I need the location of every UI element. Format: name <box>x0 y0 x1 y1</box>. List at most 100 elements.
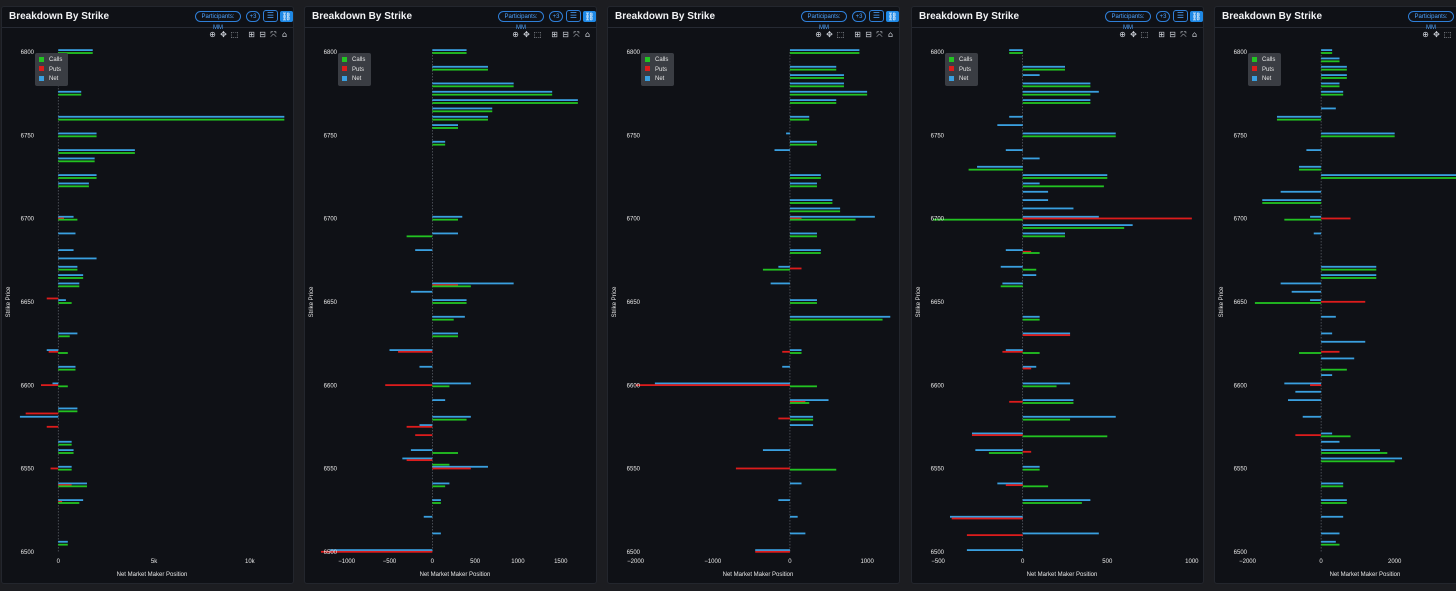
bar-puts-6610[interactable] <box>1022 367 1032 370</box>
bar-calls-6740[interactable] <box>58 152 135 154</box>
bar-calls-6670[interactable] <box>58 268 78 271</box>
bar-net-6720[interactable] <box>58 182 89 185</box>
bar-calls-6680[interactable] <box>1022 252 1040 254</box>
bar-puts-6700[interactable] <box>1321 217 1351 220</box>
bar-puts-6700[interactable] <box>789 217 802 220</box>
bar-net-6560[interactable] <box>410 449 433 451</box>
bar-net-6725[interactable] <box>58 174 97 176</box>
bar-puts-6550[interactable] <box>432 467 471 470</box>
bar-calls-6620[interactable] <box>1022 352 1040 354</box>
bar-net-6655[interactable] <box>1291 290 1322 293</box>
bar-calls-6710[interactable] <box>789 202 833 204</box>
participants-filter-button[interactable]: Participants: MM <box>1105 11 1151 31</box>
bar-net-6640[interactable] <box>1022 315 1040 318</box>
bar-net-6800[interactable] <box>432 49 467 51</box>
bar-puts-6620[interactable] <box>1321 350 1340 353</box>
bar-calls-6700[interactable] <box>789 218 856 221</box>
bar-calls-6760[interactable] <box>1276 118 1322 121</box>
bar-net-6760[interactable] <box>1009 115 1023 118</box>
bar-calls-6640[interactable] <box>432 318 454 321</box>
pan-icon[interactable]: ✥ <box>1130 30 1137 39</box>
bar-net-6520[interactable] <box>949 515 1023 518</box>
bar-puts-6570[interactable] <box>415 434 433 437</box>
bar-calls-6725[interactable] <box>1321 177 1456 179</box>
bar-net-6560[interactable] <box>762 449 790 451</box>
bar-net-6580[interactable] <box>1302 415 1322 418</box>
bar-net-6500[interactable] <box>755 549 790 551</box>
bar-net-6780[interactable] <box>1321 82 1340 85</box>
zoom-out-square-icon[interactable]: ⊟ <box>865 30 872 39</box>
bar-calls-6560[interactable] <box>988 452 1023 454</box>
bar-net-6690[interactable] <box>789 232 817 235</box>
bar-calls-6580[interactable] <box>1022 418 1071 421</box>
zoom-in-square-icon[interactable]: ⊞ <box>551 30 558 39</box>
participants-filter-button[interactable]: Participants: MM <box>195 11 241 31</box>
bar-net-6610[interactable] <box>58 365 76 368</box>
bar-net-6620[interactable] <box>789 349 802 351</box>
bar-net-6785[interactable] <box>1022 74 1040 76</box>
zoom-in-icon[interactable]: ⊕ <box>209 30 216 39</box>
home-icon[interactable]: ⌂ <box>584 30 591 39</box>
bar-net-6740[interactable] <box>1306 149 1322 151</box>
pan-icon[interactable]: ✥ <box>220 30 227 39</box>
bar-net-6680[interactable] <box>1005 249 1023 251</box>
legend-item-calls[interactable]: Calls <box>645 56 668 64</box>
bar-net-6595[interactable] <box>1295 390 1322 393</box>
bar-net-6725[interactable] <box>1022 174 1108 176</box>
list-icon[interactable]: ☰ <box>566 10 581 22</box>
bar-net-6605[interactable] <box>1321 374 1333 376</box>
bar-calls-6800[interactable] <box>58 52 93 54</box>
bar-calls-6530[interactable] <box>1022 502 1082 504</box>
bar-net-6580[interactable] <box>432 415 471 418</box>
participants-filter-button[interactable]: Participants: MM <box>498 11 544 31</box>
bar-calls-6660[interactable] <box>432 285 471 288</box>
bar-net-6720[interactable] <box>1022 182 1040 185</box>
zoom-in-square-icon[interactable]: ⊞ <box>248 30 255 39</box>
home-icon[interactable]: ⌂ <box>1191 30 1198 39</box>
bar-net-6800[interactable] <box>789 49 860 51</box>
bar-net-6560[interactable] <box>975 449 1023 451</box>
bar-calls-6585[interactable] <box>58 410 78 413</box>
bar-net-6640[interactable] <box>1321 315 1336 318</box>
bar-calls-6730[interactable] <box>968 168 1023 171</box>
bar-net-6795[interactable] <box>1321 57 1340 60</box>
bar-net-6670[interactable] <box>1321 265 1377 268</box>
bar-net-6710[interactable] <box>1262 199 1322 201</box>
bar-calls-6555[interactable] <box>1321 460 1395 463</box>
bar-puts-6670[interactable] <box>789 267 802 270</box>
bar-net-6780[interactable] <box>432 82 514 85</box>
bar-net-6650[interactable] <box>789 299 817 301</box>
bar-net-6530[interactable] <box>1022 499 1091 501</box>
bar-net-6600[interactable] <box>1022 382 1071 385</box>
link-icon[interactable]: ⛓ <box>1190 11 1203 22</box>
bar-net-6660[interactable] <box>432 282 514 285</box>
bar-net-6640[interactable] <box>789 315 891 318</box>
bar-calls-6650[interactable] <box>58 302 72 304</box>
bar-calls-6560[interactable] <box>432 452 458 454</box>
bar-calls-6750[interactable] <box>58 135 97 138</box>
zoom-out-square-icon[interactable]: ⊟ <box>1169 30 1176 39</box>
autoscale-icon[interactable]: ⤧ <box>876 30 883 39</box>
bar-net-6550[interactable] <box>432 465 488 468</box>
bar-net-6585[interactable] <box>58 407 78 410</box>
bar-net-6510[interactable] <box>1022 532 1099 535</box>
bar-calls-6695[interactable] <box>1022 227 1125 229</box>
bar-net-6610[interactable] <box>1022 365 1037 368</box>
bar-puts-6600[interactable] <box>635 384 790 387</box>
bar-puts-6575[interactable] <box>46 425 59 428</box>
bar-net-6785[interactable] <box>789 74 844 76</box>
bar-calls-6800[interactable] <box>1321 52 1333 54</box>
bar-calls-6800[interactable] <box>1009 52 1023 54</box>
bar-net-6675[interactable] <box>58 257 97 260</box>
bar-net-6775[interactable] <box>1321 90 1344 93</box>
zoom-out-square-icon[interactable]: ⊟ <box>562 30 569 39</box>
bar-calls-6600[interactable] <box>789 385 817 388</box>
bar-net-6715[interactable] <box>1022 190 1049 193</box>
bar-net-6760[interactable] <box>1276 115 1322 118</box>
bar-calls-6780[interactable] <box>432 85 514 88</box>
bar-net-6500[interactable] <box>329 549 433 551</box>
bar-calls-6505[interactable] <box>58 543 68 546</box>
bar-calls-6790[interactable] <box>432 68 488 71</box>
bar-net-6720[interactable] <box>789 182 817 185</box>
link-icon[interactable]: ⛓ <box>583 11 596 22</box>
